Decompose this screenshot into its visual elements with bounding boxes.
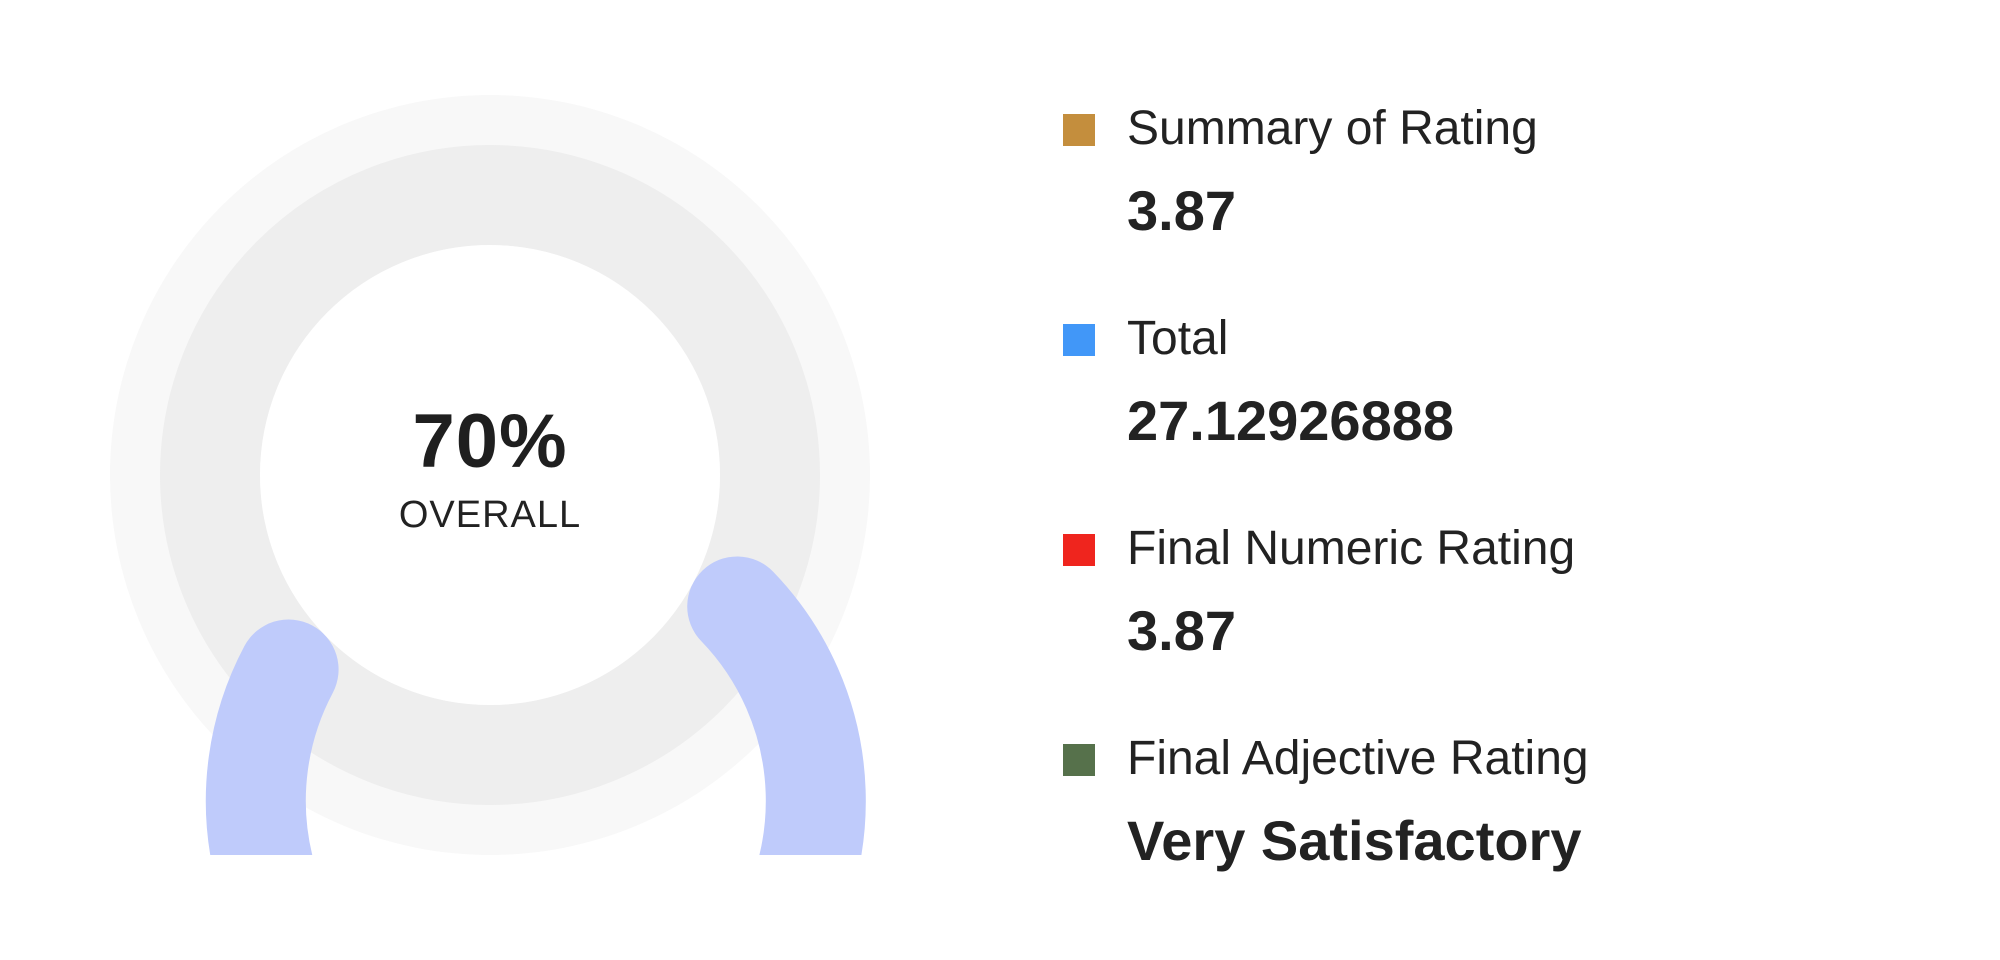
legend-value: Very Satisfactory bbox=[1127, 809, 1582, 872]
legend-value: 3.87 bbox=[1127, 179, 1236, 242]
rating-legend: Summary of Rating 3.87 Total 27.12926888… bbox=[1063, 96, 1963, 936]
legend-item-final-numeric-rating: Final Numeric Rating 3.87 bbox=[1063, 516, 1963, 726]
legend-value: 3.87 bbox=[1127, 599, 1236, 662]
gauge-chart bbox=[110, 95, 870, 855]
legend-value: 27.12926888 bbox=[1127, 389, 1455, 452]
overall-gauge: 70% OVERALL bbox=[110, 95, 870, 855]
gauge-inner-disc bbox=[260, 245, 720, 705]
legend-item-total: Total 27.12926888 bbox=[1063, 306, 1963, 516]
legend-label: Summary of Rating bbox=[1127, 102, 1538, 155]
gauge-track bbox=[160, 145, 820, 805]
final-adjective-color-swatch bbox=[1063, 744, 1095, 776]
legend-label: Total bbox=[1127, 312, 1229, 365]
final-numeric-color-swatch bbox=[1063, 534, 1095, 566]
total-color-swatch bbox=[1063, 324, 1095, 356]
legend-item-final-adjective-rating: Final Adjective Rating Very Satisfactory bbox=[1063, 726, 1963, 936]
legend-item-summary-of-rating: Summary of Rating 3.87 bbox=[1063, 96, 1963, 306]
legend-label: Final Adjective Rating bbox=[1127, 732, 1589, 785]
gauge-progress-arc bbox=[205, 556, 866, 855]
legend-label: Final Numeric Rating bbox=[1127, 522, 1576, 575]
summary-color-swatch bbox=[1063, 114, 1095, 146]
